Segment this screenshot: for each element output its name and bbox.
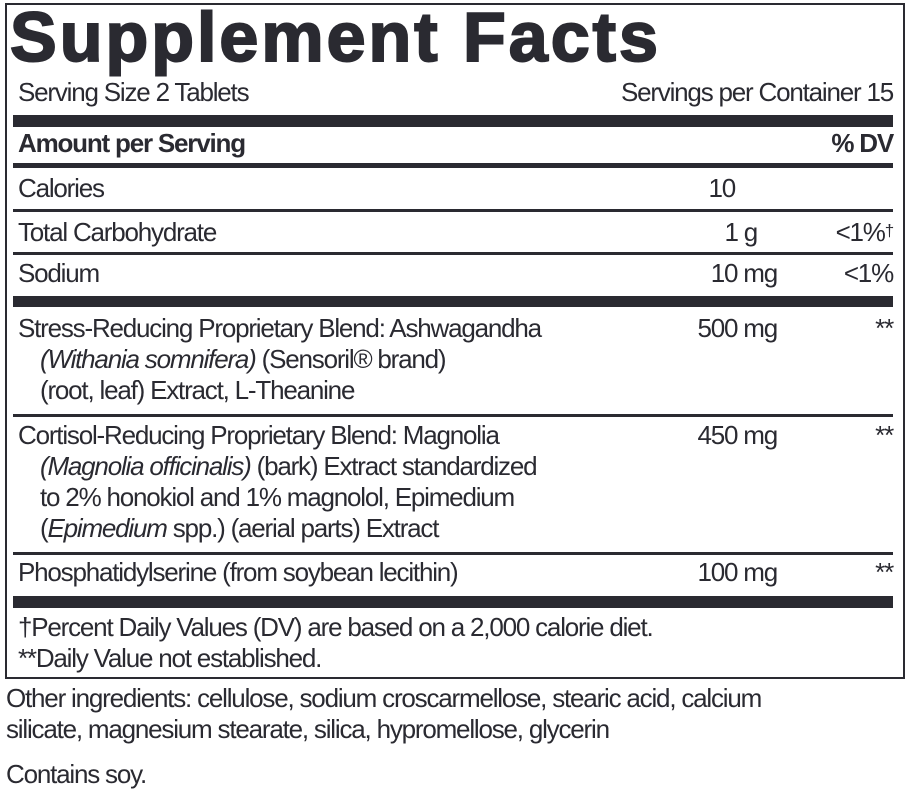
footnotes: †Percent Daily Values (DV) are based on … [18,612,654,674]
servings-per-container: Servings per Container 15 [620,77,894,107]
thin-divider [13,414,893,417]
thin-divider [13,252,893,255]
thick-divider [13,115,893,127]
panel-title: Supplement Facts [9,0,661,76]
medium-divider [13,163,893,168]
footnote-dv: †Percent Daily Values (DV) are based on … [18,612,654,642]
thick-divider [13,296,893,307]
thick-divider [13,596,893,608]
serving-size: Serving Size 2 Tablets [18,77,250,107]
footnote-not-established: **Daily Value not established. [18,643,322,673]
amount-per-serving-header: Amount per Serving [18,128,246,158]
thin-divider [13,552,893,555]
dv-header: % DV [831,128,894,158]
allergen-statement: Contains soy. [6,759,147,789]
dagger-mark: † [884,221,895,240]
supplement-facts-panel [5,3,905,679]
other-ingredients: Other ingredients: cellulose, sodium cro… [6,683,762,744]
thin-divider [13,209,893,212]
